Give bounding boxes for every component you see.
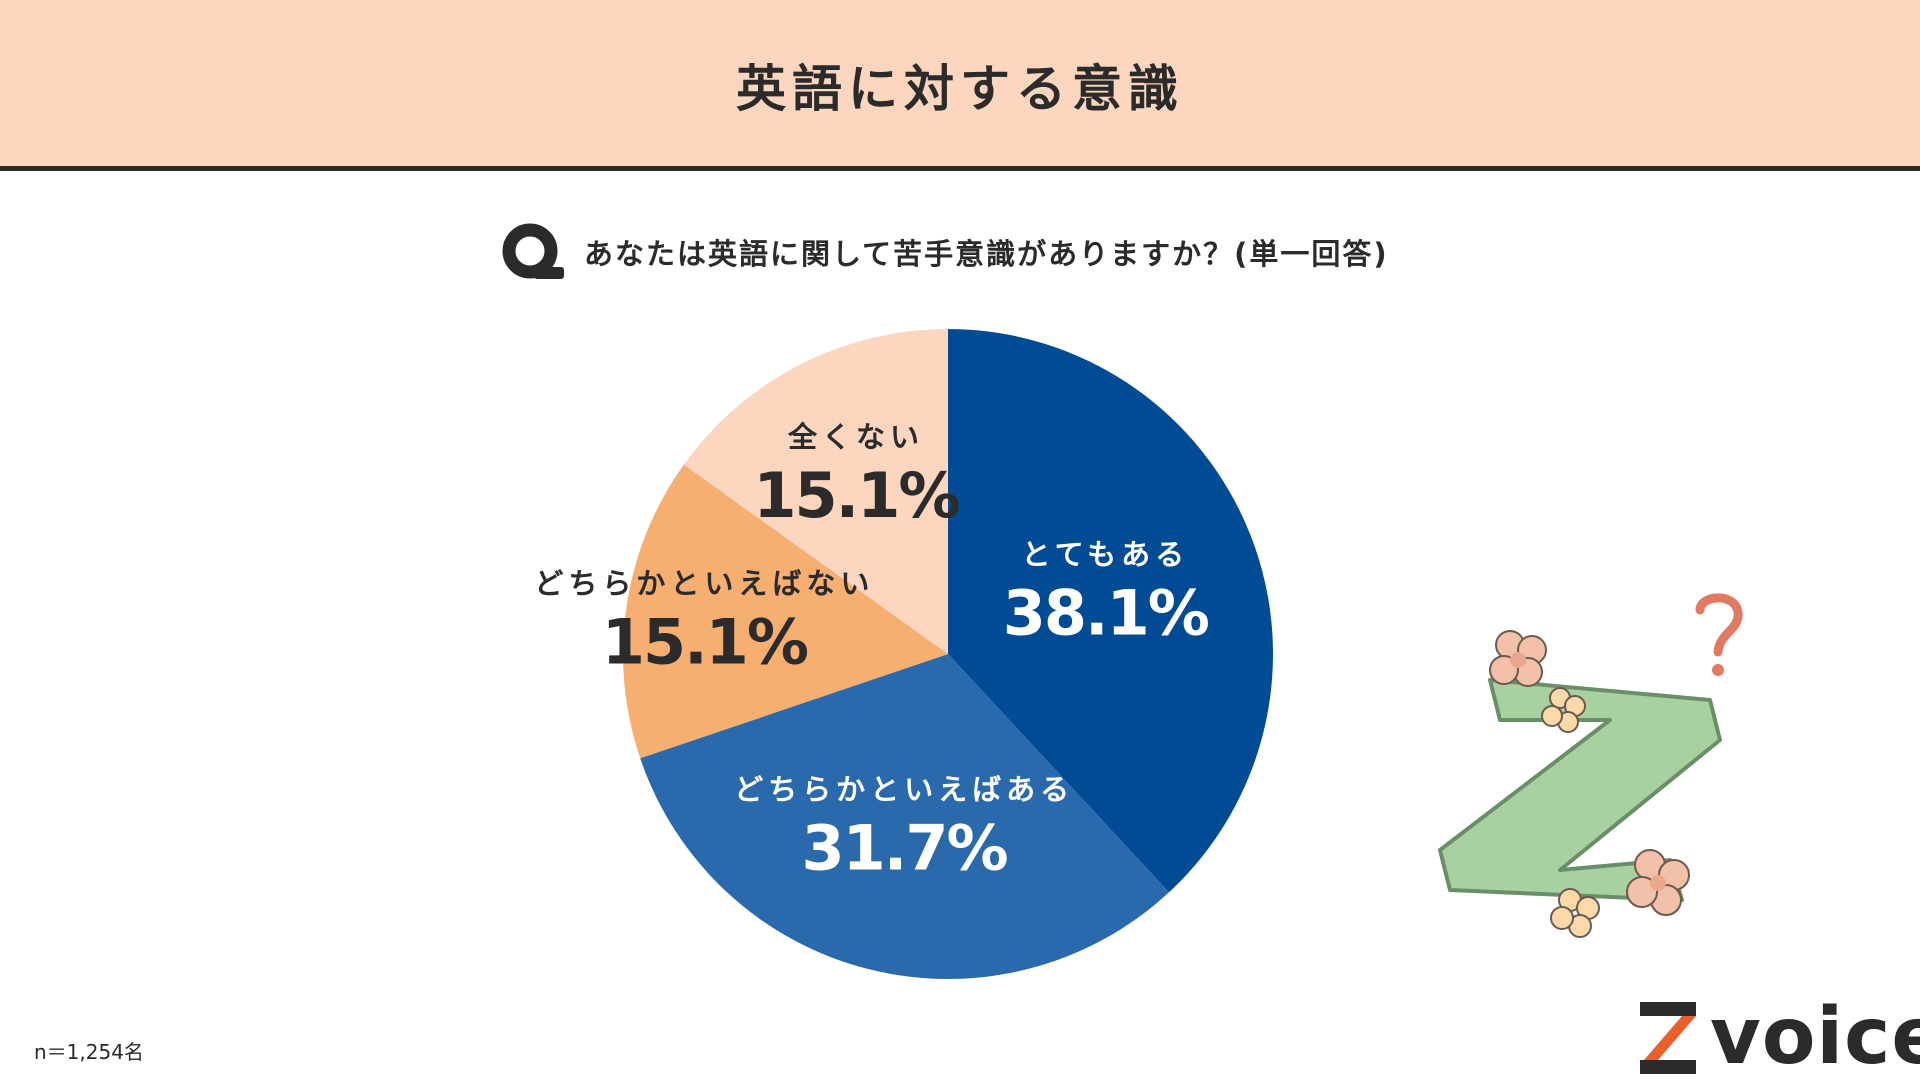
pie-slice <box>683 329 948 654</box>
sample-size-note: n＝1,254名 <box>34 1040 144 1064</box>
flower-icon <box>1541 687 1586 733</box>
question-text: あなたは英語に関して苦手意識がありますか？(単一回答) <box>584 237 1389 271</box>
pie-slice <box>640 654 1169 979</box>
brand-logo: voice <box>1638 992 1920 1082</box>
slice-percent-label: 38.1% <box>1003 576 1209 649</box>
slice-category-label: どちらかといえばある <box>734 772 1074 806</box>
question-q-icon <box>502 223 564 279</box>
pie-slice <box>622 464 948 759</box>
logo-wordmark: voice <box>1710 992 1920 1082</box>
flower-icon <box>1550 888 1600 938</box>
slice-percent-label: 31.7% <box>802 811 1008 884</box>
page-title: 英語に対する意識 <box>736 60 1184 118</box>
slice-category-label: とてもある <box>1021 537 1189 571</box>
question-row: あなたは英語に関して苦手意識がありますか？(単一回答) <box>500 222 1389 282</box>
flower-icon <box>1489 630 1547 687</box>
flower-icon <box>1626 849 1690 916</box>
pie-slice <box>948 329 1274 893</box>
slice-category-label: 全くない <box>787 420 924 454</box>
slice-percent-label: 15.1% <box>602 605 808 678</box>
question-mark-icon <box>1695 593 1743 676</box>
header-banner: 英語に対する意識 <box>0 0 1920 171</box>
z-logo-icon <box>1640 1002 1696 1074</box>
slice-percent-label: 15.1% <box>753 459 959 532</box>
slice-category-label: どちらかといえばない <box>534 566 874 600</box>
z-mascot-illustration <box>1438 593 1743 938</box>
